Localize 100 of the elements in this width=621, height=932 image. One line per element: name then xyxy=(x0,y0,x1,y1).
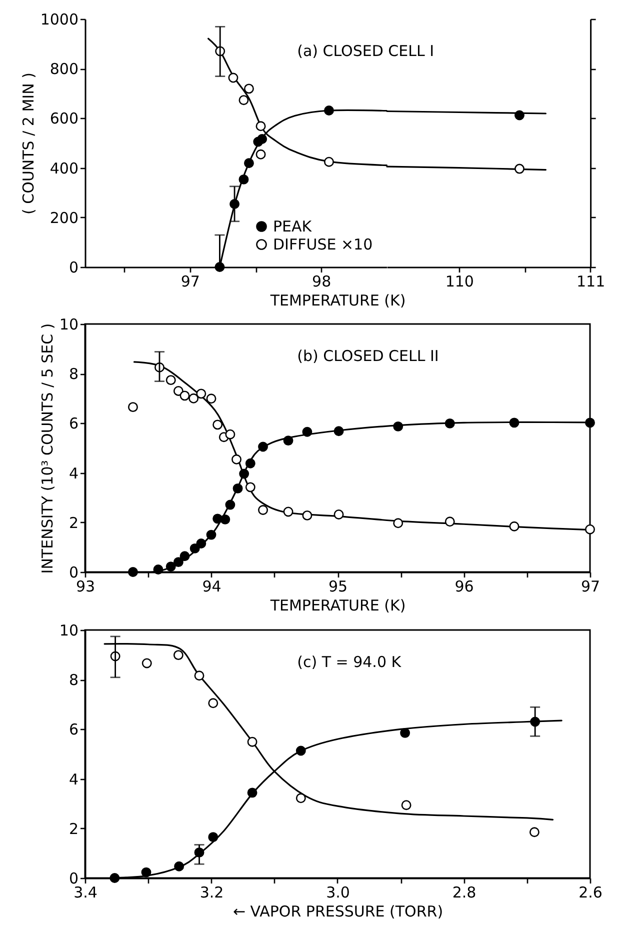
point xyxy=(173,650,184,660)
y-tick-label: 0 xyxy=(68,258,78,276)
legend-label: DIFFUSE ×10 xyxy=(273,236,373,254)
x-tick-label: 96 xyxy=(454,578,474,596)
y-tick-label: 2 xyxy=(68,820,78,838)
point xyxy=(232,483,243,494)
point xyxy=(444,418,455,428)
point xyxy=(206,394,216,404)
x-axis-title: TEMPERATURE (K) xyxy=(269,292,406,310)
x-tick-label: 2.6 xyxy=(578,884,602,902)
y-tick-label: 0 xyxy=(68,564,78,582)
x-tick-label: 3.0 xyxy=(326,884,350,902)
point xyxy=(509,418,520,428)
x-tick-label: 111 xyxy=(576,272,606,290)
point xyxy=(245,458,256,468)
point xyxy=(194,670,204,681)
point xyxy=(166,562,176,572)
y-axis-title: ( COUNTS / 2 MIN ) xyxy=(19,72,38,214)
point xyxy=(444,516,455,527)
y-tick-label: 4 xyxy=(68,770,78,788)
point xyxy=(228,72,238,83)
y-tick-label: 10 xyxy=(59,622,78,640)
point xyxy=(585,524,595,534)
x-tick-label: 98 xyxy=(312,272,332,290)
point xyxy=(239,468,250,479)
x-axis-title: ← VAPOR PRESSURE (TORR) xyxy=(232,902,444,920)
point xyxy=(256,121,266,132)
y-tick-label: 4 xyxy=(68,464,78,482)
point xyxy=(324,106,334,116)
x-tick-label: 95 xyxy=(328,578,348,596)
y-tick-label: 6 xyxy=(68,720,78,739)
y-tick-label: 600 xyxy=(50,110,78,128)
annotation: (a) CLOSED CELL I xyxy=(297,42,434,60)
point xyxy=(141,867,152,878)
point xyxy=(128,567,138,577)
x-tick-label: 97 xyxy=(180,272,200,290)
point xyxy=(173,557,184,568)
point xyxy=(247,788,258,798)
x-tick-label: 97 xyxy=(580,578,600,596)
point xyxy=(225,429,236,440)
point xyxy=(174,861,184,872)
x-tick-label: 2.8 xyxy=(452,884,476,902)
y-tick-label: 6 xyxy=(68,414,78,433)
x-tick-label: 3.2 xyxy=(200,884,224,902)
point xyxy=(245,482,256,492)
point xyxy=(153,564,164,574)
legend-label: PEAK xyxy=(273,218,313,236)
point xyxy=(258,505,268,515)
point xyxy=(190,543,200,554)
x-tick-label: 110 xyxy=(445,272,474,290)
point xyxy=(529,827,540,838)
point xyxy=(247,736,258,747)
point xyxy=(244,158,254,168)
point xyxy=(244,84,254,94)
point xyxy=(302,510,312,520)
point xyxy=(585,418,595,428)
point xyxy=(196,538,206,548)
point xyxy=(509,521,520,532)
point xyxy=(400,728,410,738)
y-tick-label: 200 xyxy=(50,208,78,227)
point xyxy=(196,388,206,399)
annotation: (c) T = 94.0 K xyxy=(297,653,402,671)
point xyxy=(173,386,184,396)
point xyxy=(283,436,294,446)
point xyxy=(238,95,249,106)
point xyxy=(334,426,344,436)
point xyxy=(302,426,312,437)
point xyxy=(258,442,268,452)
point xyxy=(225,500,236,510)
annotation: (b) CLOSED CELL II xyxy=(297,347,439,365)
point xyxy=(128,402,138,412)
point xyxy=(180,551,190,562)
point xyxy=(166,375,176,386)
point xyxy=(393,518,404,528)
x-tick-label: 93 xyxy=(76,578,96,596)
x-tick-label: 94 xyxy=(202,578,222,596)
y-tick-label: 2 xyxy=(68,514,78,532)
point xyxy=(257,134,268,144)
point xyxy=(283,506,294,517)
point xyxy=(401,800,412,810)
point xyxy=(296,793,306,804)
x-axis-title: TEMPERATURE (K) xyxy=(269,596,406,614)
point xyxy=(188,393,199,404)
point xyxy=(110,873,120,883)
point xyxy=(296,746,306,756)
point xyxy=(238,174,249,184)
y-tick-label: 8 xyxy=(68,671,78,690)
point xyxy=(180,390,190,401)
y-tick-label: 800 xyxy=(50,60,78,78)
y-axis-title: INTENSITY (10³ COUNTS / 5 SEC ) xyxy=(38,323,56,574)
y-tick-label: 10 xyxy=(59,316,78,334)
point xyxy=(208,698,218,708)
point xyxy=(206,530,216,540)
point xyxy=(220,514,230,524)
point xyxy=(208,832,218,842)
y-tick-label: 8 xyxy=(68,365,78,384)
point xyxy=(232,454,242,464)
y-tick-label: 400 xyxy=(50,159,78,178)
y-tick-label: 1000 xyxy=(40,10,78,28)
point xyxy=(334,509,344,520)
